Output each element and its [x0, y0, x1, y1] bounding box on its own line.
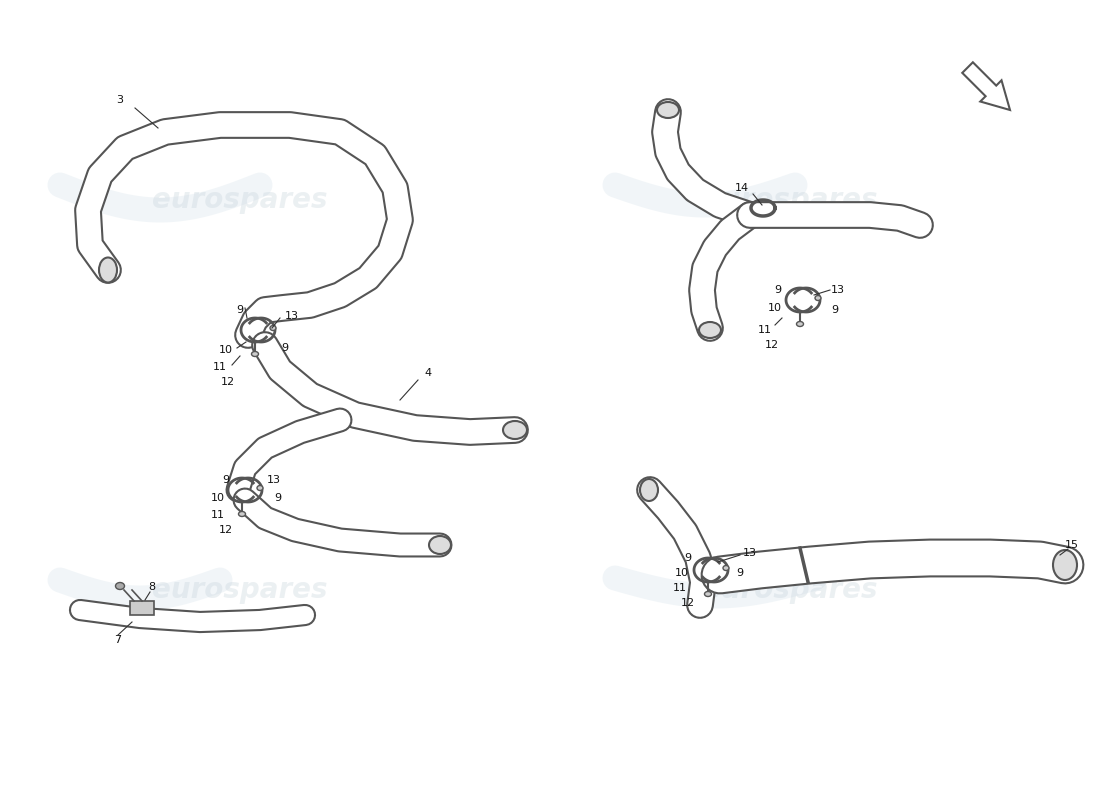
Ellipse shape — [815, 295, 821, 301]
Ellipse shape — [99, 258, 117, 282]
Text: 9: 9 — [282, 343, 288, 353]
Text: eurospares: eurospares — [702, 576, 878, 604]
Ellipse shape — [503, 421, 527, 439]
Ellipse shape — [239, 511, 245, 517]
Text: 10: 10 — [219, 345, 233, 355]
Text: 12: 12 — [219, 525, 233, 535]
Text: 12: 12 — [764, 340, 779, 350]
Text: 11: 11 — [213, 362, 227, 372]
Text: 11: 11 — [758, 325, 772, 335]
Ellipse shape — [698, 322, 720, 338]
Ellipse shape — [252, 351, 258, 357]
Text: 9: 9 — [236, 305, 243, 315]
Ellipse shape — [704, 591, 712, 597]
Text: 11: 11 — [211, 510, 226, 520]
Ellipse shape — [429, 536, 451, 554]
Text: 3: 3 — [117, 95, 123, 105]
Bar — [130, 601, 154, 615]
Text: 13: 13 — [285, 311, 299, 321]
Text: 4: 4 — [425, 368, 431, 378]
Text: 9: 9 — [274, 493, 282, 503]
Ellipse shape — [796, 322, 803, 326]
Ellipse shape — [657, 102, 679, 118]
Ellipse shape — [640, 479, 658, 501]
Text: 9: 9 — [774, 285, 782, 295]
Text: 7: 7 — [114, 635, 122, 645]
Polygon shape — [962, 62, 1010, 110]
Text: 9: 9 — [684, 553, 692, 563]
Text: 13: 13 — [742, 548, 757, 558]
Text: 15: 15 — [1065, 540, 1079, 550]
Text: 13: 13 — [267, 475, 280, 485]
Text: 13: 13 — [830, 285, 845, 295]
Text: 9: 9 — [736, 568, 744, 578]
Ellipse shape — [1053, 550, 1077, 580]
Text: 9: 9 — [222, 475, 230, 485]
Text: 9: 9 — [832, 305, 838, 315]
Text: eurospares: eurospares — [702, 186, 878, 214]
Text: eurospares: eurospares — [152, 576, 328, 604]
Text: 10: 10 — [768, 303, 782, 313]
Text: 14: 14 — [735, 183, 749, 193]
Ellipse shape — [116, 582, 124, 590]
Text: 11: 11 — [673, 583, 688, 593]
Text: 10: 10 — [675, 568, 689, 578]
Ellipse shape — [723, 566, 729, 570]
Ellipse shape — [270, 326, 276, 330]
Text: 10: 10 — [211, 493, 226, 503]
Ellipse shape — [257, 486, 263, 490]
Text: 12: 12 — [681, 598, 695, 608]
Text: eurospares: eurospares — [152, 186, 328, 214]
Text: 12: 12 — [221, 377, 235, 387]
Text: 8: 8 — [148, 582, 155, 592]
